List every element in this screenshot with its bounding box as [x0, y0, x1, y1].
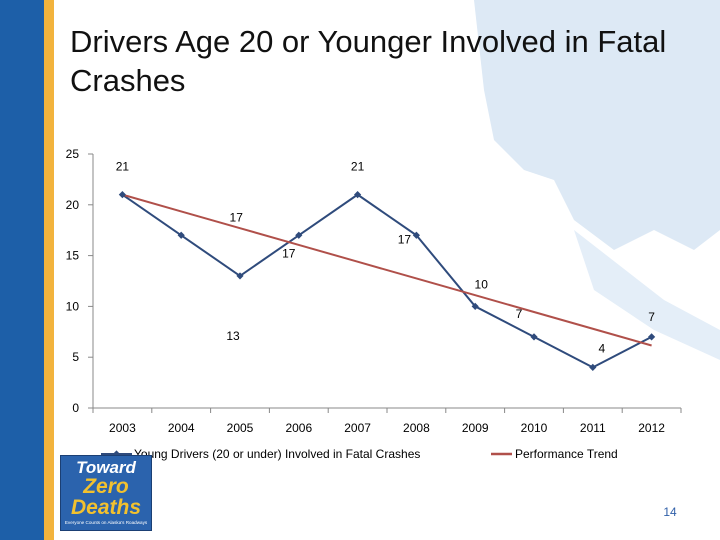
- left-blue-band: [0, 0, 44, 540]
- x-tick-label: 2012: [638, 421, 665, 435]
- x-tick-label: 2003: [109, 421, 136, 435]
- logo-word-deaths: Deaths: [70, 496, 142, 519]
- logo-word-zero: Zero: [83, 475, 129, 498]
- line-chart: 0 5 10 15 20 25 2003 2004 2005 2006 2007 2008 2009 20…: [66, 147, 682, 461]
- y-tick-label: 0: [72, 401, 79, 415]
- x-tick-label: 2011: [580, 421, 606, 435]
- data-point: [236, 272, 244, 280]
- y-tick-label: 10: [66, 299, 80, 313]
- data-label: 17: [282, 246, 296, 260]
- data-label: 7: [516, 307, 523, 321]
- x-tick-label: 2010: [521, 421, 548, 435]
- data-point: [177, 231, 185, 239]
- x-tick-label: 2007: [344, 421, 371, 435]
- x-tick-label: 2009: [462, 421, 489, 435]
- y-tick-label: 20: [66, 198, 80, 212]
- y-tick-label: 25: [66, 147, 80, 161]
- data-point: [648, 333, 656, 341]
- x-tick-label: 2004: [168, 421, 195, 435]
- series-line-performance-trend: [122, 193, 652, 347]
- y-tick-label: 5: [72, 350, 79, 364]
- data-point: [589, 363, 597, 371]
- legend-label-young-drivers: Young Drivers (20 or under) Involved in …: [134, 447, 420, 461]
- page-number: 14: [663, 505, 677, 519]
- y-tick-label: 15: [66, 249, 80, 263]
- x-tick-label: 2008: [403, 421, 430, 435]
- x-tick-label: 2005: [227, 421, 254, 435]
- data-point: [530, 333, 538, 341]
- data-point: [412, 231, 420, 239]
- data-label: 10: [475, 277, 489, 291]
- data-label: 21: [351, 160, 365, 174]
- alaska-map-watermark: [474, 0, 720, 360]
- toward-zero-deaths-logo: Toward Zero Deaths Everyone Counts on Al…: [60, 455, 152, 531]
- logo-word-toward: Toward: [76, 458, 136, 477]
- data-point: [354, 191, 362, 199]
- data-point: [118, 191, 126, 199]
- data-label: 21: [116, 160, 130, 174]
- series-line-young-drivers: [121, 193, 653, 369]
- x-tick-label: 2006: [285, 421, 312, 435]
- data-point: [295, 231, 303, 239]
- slide-title: Drivers Age 20 or Younger Involved in Fa…: [70, 24, 667, 98]
- legend-label-performance-trend: Performance Trend: [515, 447, 618, 461]
- data-label: 17: [398, 232, 412, 246]
- logo-tagline: Everyone Counts on Alaska's Roadways: [64, 520, 148, 525]
- data-label: 4: [598, 341, 605, 355]
- yellow-accent-band: [44, 0, 54, 540]
- data-label: 17: [230, 210, 244, 224]
- data-label: 13: [226, 329, 240, 343]
- data-point: [471, 302, 479, 310]
- data-label: 7: [648, 310, 655, 324]
